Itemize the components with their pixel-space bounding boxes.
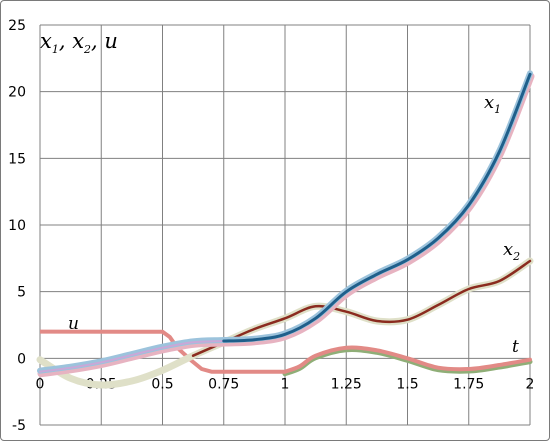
label-u: u: [68, 314, 79, 334]
label-x1: x1: [484, 92, 501, 116]
x1-line: [222, 72, 532, 343]
x-tick-label: 1.25: [331, 376, 362, 392]
x-tick-label: 1.5: [396, 376, 418, 392]
x-tick-label: 2: [526, 376, 535, 392]
y-tick-label: 10: [8, 218, 26, 234]
y-tick-label: 0: [17, 351, 26, 367]
x1-early-line: [39, 340, 225, 373]
x2-line: [191, 259, 532, 357]
x-tick-label: 0: [36, 376, 45, 392]
y-tick-label: 5: [17, 285, 26, 301]
label-x2: x2: [503, 239, 520, 263]
u-line: [39, 329, 285, 374]
t-curve-line: [283, 345, 532, 374]
x-tick-label: 1.75: [453, 376, 484, 392]
y-axis-ticks: -5 0 5 10 15 20 25: [8, 18, 26, 434]
x-axis-ticks: 0 0.25 0.5 0.75 1 1.25 1.5 1.75 2: [36, 376, 535, 392]
y-tick-label: 25: [8, 18, 26, 34]
series-group: [36, 70, 535, 389]
label-t: t: [512, 337, 519, 357]
chart-title: x1, x2, u: [40, 29, 118, 56]
y-tick-label: -5: [12, 418, 26, 434]
x-tick-label: 0.5: [151, 376, 173, 392]
x-tick-label: 1: [281, 376, 290, 392]
y-tick-label: 20: [8, 85, 26, 101]
y-tick-label: 15: [8, 151, 26, 167]
x-tick-label: 0.75: [208, 376, 239, 392]
